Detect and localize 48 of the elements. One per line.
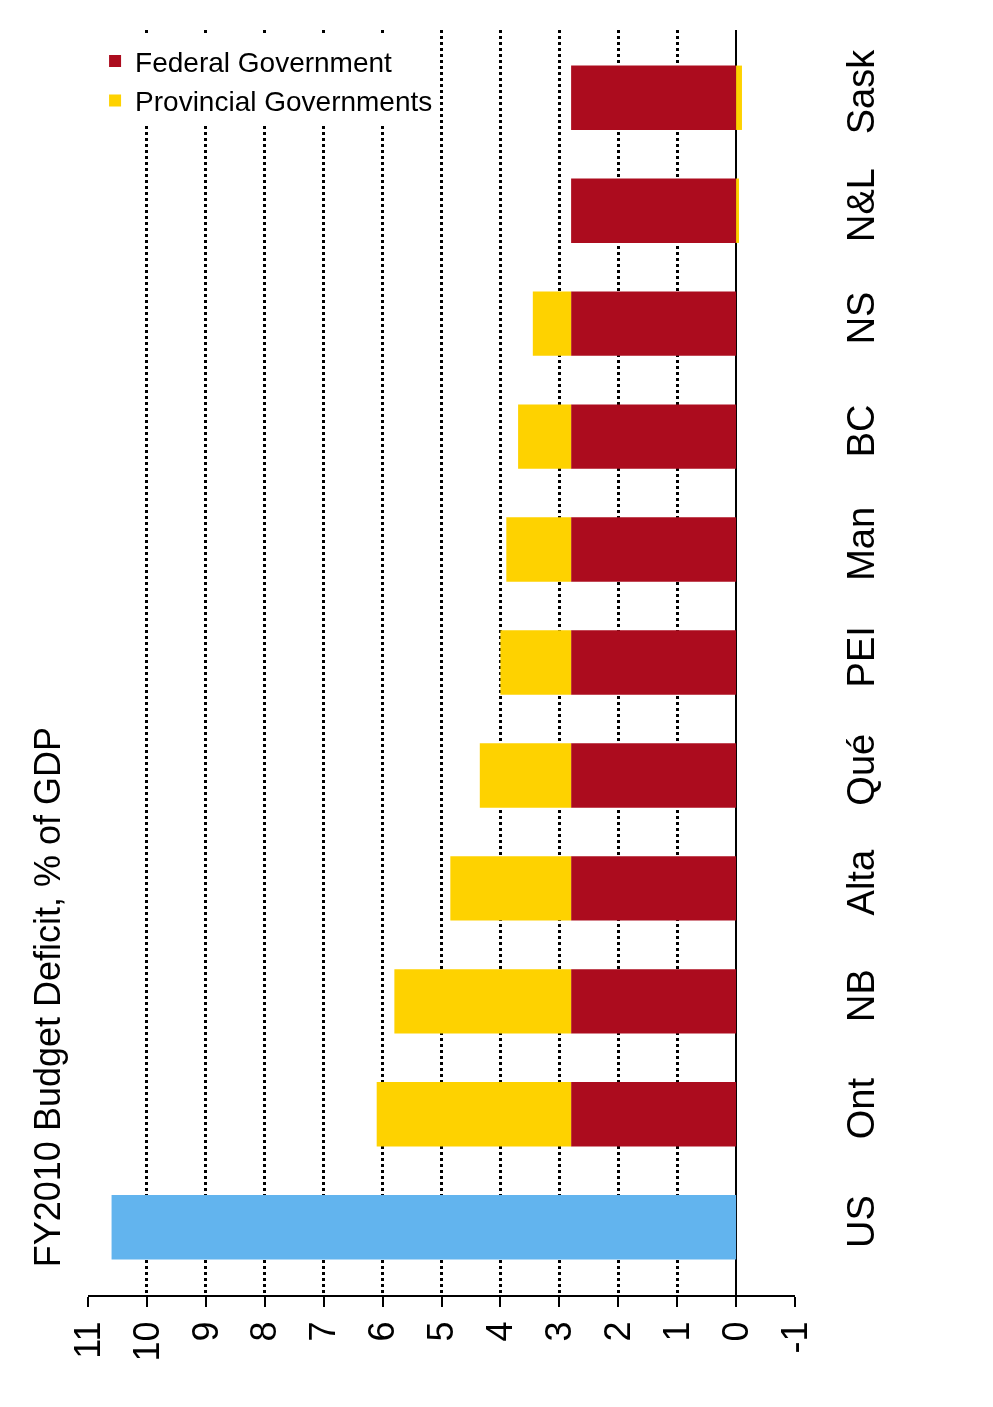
bar	[111, 1195, 737, 1260]
bar	[571, 178, 737, 243]
bar	[571, 1082, 737, 1147]
bar	[450, 856, 572, 921]
x-tick-label: 2	[596, 1321, 638, 1342]
bar	[518, 404, 572, 469]
bar	[736, 178, 740, 243]
x-tick-label: 5	[420, 1321, 462, 1342]
bar	[376, 1082, 572, 1147]
x-tick-label: 11	[66, 1321, 108, 1359]
y-tick-label: NS	[840, 291, 882, 345]
y-tick-label: NB	[840, 969, 882, 1023]
bar	[571, 404, 737, 469]
bar	[506, 517, 572, 582]
bar	[736, 65, 742, 130]
y-tick-label: Sask	[840, 48, 882, 135]
x-tick-label: 7	[302, 1321, 344, 1342]
y-tick-label: BC	[840, 404, 882, 458]
legend-label: Provincial Governments	[135, 86, 433, 118]
x-tick-label: -1	[773, 1321, 815, 1354]
bar	[571, 517, 737, 582]
legend-label: Federal Government	[135, 46, 393, 78]
x-tick-label: 4	[479, 1321, 521, 1342]
y-tick-label: Alta	[840, 849, 882, 916]
bar	[571, 291, 737, 356]
bar	[394, 969, 572, 1034]
text: FY2010 Budget Deficit, % of GDP	[26, 726, 68, 1268]
bar	[571, 856, 737, 921]
x-tick-label: 9	[184, 1321, 226, 1342]
x-tick-label: 10	[125, 1321, 167, 1362]
y-tick-label: N&L	[840, 168, 882, 242]
y-tick-label: Qué	[840, 733, 882, 806]
y-tick-label: PEI	[840, 626, 882, 688]
bar	[571, 630, 737, 695]
x-tick-label: 0	[714, 1321, 756, 1342]
x-tick-label: 6	[361, 1321, 403, 1342]
bar	[571, 743, 737, 808]
y-tick-label: Man	[840, 506, 882, 581]
bar	[571, 65, 737, 130]
bar	[532, 291, 572, 356]
bar	[479, 743, 572, 808]
y-tick-label: US	[840, 1195, 882, 1248]
y-tick-label: Ont	[840, 1077, 882, 1140]
x-tick-label: 8	[243, 1321, 285, 1342]
bar	[500, 630, 572, 695]
x-tick-label: 3	[538, 1321, 580, 1342]
x-tick-label: 1	[655, 1321, 697, 1342]
bar	[571, 969, 737, 1034]
